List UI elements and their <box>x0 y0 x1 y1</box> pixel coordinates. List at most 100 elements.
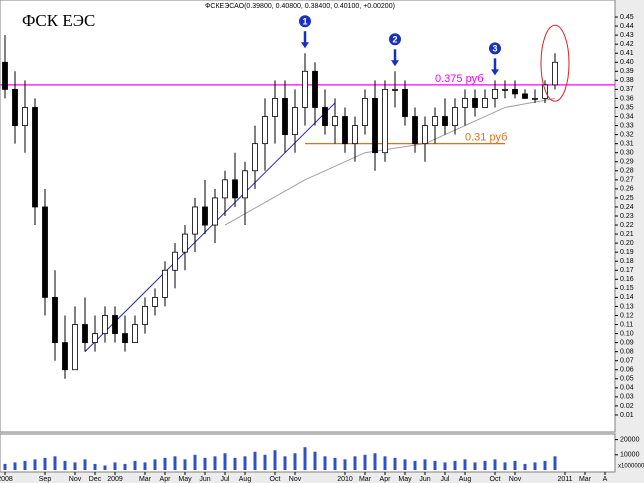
x-tick-label: Dec <box>89 476 102 483</box>
candle-body <box>12 88 18 126</box>
candle-body <box>552 61 558 86</box>
y-tick-label: 0.16 <box>620 276 634 283</box>
y-tick-label: 0.12 <box>620 312 634 319</box>
x-tick-label: Mar <box>359 476 372 483</box>
x-tick-label: Mar <box>139 476 152 483</box>
y-tick-label: 0.20 <box>620 240 634 247</box>
y-tick-label: 0.24 <box>620 204 634 211</box>
candle-body <box>282 98 288 136</box>
volume-bar <box>93 463 97 470</box>
x-tick-label: Jun <box>419 476 430 483</box>
volume-bar <box>143 462 147 470</box>
y-tick-label: 0.17 <box>620 267 634 274</box>
y-tick-label: 0.33 <box>620 122 634 129</box>
candle-body <box>52 296 58 344</box>
volume-bar <box>423 459 427 470</box>
y-tick-label: 0.04 <box>620 385 634 392</box>
y-tick-label: 0.15 <box>620 285 634 292</box>
x-tick-label: 2008 <box>0 476 13 483</box>
y-tick-label: 0.30 <box>620 150 634 157</box>
y-tick-label: 0.35 <box>620 104 634 111</box>
candle-body <box>272 98 278 117</box>
volume-bar <box>503 462 507 470</box>
candle-body <box>102 315 108 334</box>
volume-bar <box>223 453 227 470</box>
y-tick-label: 0.09 <box>620 339 634 346</box>
y-tick-label: 0.45 <box>620 14 634 21</box>
y-tick-label: 0.27 <box>620 177 634 184</box>
volume-bar <box>243 456 247 470</box>
y-tick-label: 0.29 <box>620 159 634 166</box>
volume-bar <box>263 454 267 470</box>
volume-bar <box>543 460 547 470</box>
y-tick-label: 0.42 <box>620 41 634 48</box>
x-tick-label: May <box>398 476 412 483</box>
volume-bar <box>173 456 177 470</box>
candle-body <box>192 206 198 235</box>
y-tick-label: 0.19 <box>620 249 634 256</box>
x-tick-label: May <box>178 476 192 483</box>
volume-unit: x1000000 <box>618 464 644 470</box>
candle-body <box>222 179 228 199</box>
y-tick-label: 0.22 <box>620 222 634 229</box>
x-tick-label: Jul <box>221 476 230 483</box>
y-tick-label: 0.37 <box>620 86 634 93</box>
volume-bar <box>183 459 187 470</box>
volume-bar <box>363 454 367 470</box>
candle-body <box>292 107 298 136</box>
volume-bar <box>303 447 307 470</box>
volume-bar <box>23 460 27 470</box>
header: ФСКЕЭСАО(0.39800, 0.40800, 0.38400, 0.40… <box>205 3 395 10</box>
volume-bar <box>273 450 277 470</box>
marker-label: 2 <box>392 35 397 45</box>
y-tick-label: 0.23 <box>620 213 634 220</box>
level-label: 0.31 руб <box>465 132 507 144</box>
marker-arrowhead <box>301 42 309 49</box>
candle-body <box>112 315 118 334</box>
x-tick-label: Oct <box>270 476 281 483</box>
volume-bar <box>413 460 417 470</box>
volume-bar <box>113 462 117 470</box>
candle-body <box>532 98 538 100</box>
y-tick-label: 0.32 <box>620 131 634 138</box>
candle-body <box>122 333 128 344</box>
candle-body <box>232 179 238 199</box>
volume-bar <box>533 462 537 470</box>
volume-bar <box>333 457 337 470</box>
y-tick-label: 0.25 <box>620 195 634 202</box>
y-tick-label: 0.26 <box>620 186 634 193</box>
y-tick-label: 0.08 <box>620 348 634 355</box>
x-tick-label: Apr <box>380 476 392 483</box>
x-tick-label: Jun <box>199 476 210 483</box>
volume-bar <box>293 453 297 470</box>
candle-body <box>92 333 98 344</box>
volume-bar <box>153 459 157 470</box>
candle-body <box>242 170 248 199</box>
candle-body <box>442 116 448 126</box>
candle-body <box>502 88 508 91</box>
y-tick-label: 0.28 <box>620 168 634 175</box>
candle-body <box>32 107 38 208</box>
x-tick-label: Aug <box>239 476 252 483</box>
candle-body <box>472 98 478 108</box>
volume-bar <box>513 460 517 470</box>
volume-bar <box>433 460 437 470</box>
candle-body <box>352 125 358 145</box>
x-tick-label: Aug <box>459 476 472 483</box>
candle-body <box>322 107 328 126</box>
volume-bar <box>353 456 357 470</box>
y-tick-label: 0.21 <box>620 231 634 238</box>
y-tick-label: 0.11 <box>620 321 633 328</box>
candle-body <box>302 70 308 108</box>
candle-body <box>512 88 518 95</box>
volume-bar <box>393 457 397 470</box>
volume-bar <box>453 460 457 470</box>
volume-bar <box>313 451 317 470</box>
level-label: 0.375 руб <box>435 73 484 85</box>
marker-circle <box>389 33 401 46</box>
volume-bar <box>553 456 557 470</box>
volume-bar <box>283 456 287 470</box>
candle-body <box>172 251 178 271</box>
marker-arrowhead <box>391 60 399 67</box>
candle-body <box>42 206 48 298</box>
